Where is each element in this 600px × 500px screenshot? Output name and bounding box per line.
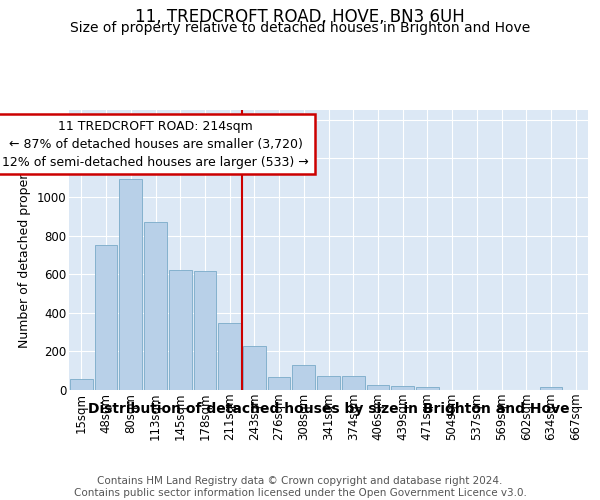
Text: Size of property relative to detached houses in Brighton and Hove: Size of property relative to detached ho… [70, 21, 530, 35]
Bar [95, 245, 118, 390]
Y-axis label: Number of detached properties: Number of detached properties [18, 152, 31, 348]
Bar [169, 270, 191, 390]
Text: 11, TREDCROFT ROAD, HOVE, BN3 6UH: 11, TREDCROFT ROAD, HOVE, BN3 6UH [135, 8, 465, 26]
Bar [342, 376, 365, 390]
Bar [367, 385, 389, 390]
Bar [119, 178, 142, 390]
Bar [194, 271, 216, 390]
Bar [70, 380, 93, 390]
Bar [144, 222, 167, 390]
Bar [268, 378, 290, 390]
Bar [292, 365, 315, 390]
Bar [218, 323, 241, 390]
Bar [243, 346, 266, 390]
Bar [416, 387, 439, 390]
Text: Contains HM Land Registry data © Crown copyright and database right 2024.
Contai: Contains HM Land Registry data © Crown c… [74, 476, 526, 498]
Bar [539, 387, 562, 390]
Text: Distribution of detached houses by size in Brighton and Hove: Distribution of detached houses by size … [88, 402, 569, 416]
Bar [391, 386, 414, 390]
Bar [317, 376, 340, 390]
Text: 11 TREDCROFT ROAD: 214sqm
← 87% of detached houses are smaller (3,720)
12% of se: 11 TREDCROFT ROAD: 214sqm ← 87% of detac… [2, 120, 309, 168]
